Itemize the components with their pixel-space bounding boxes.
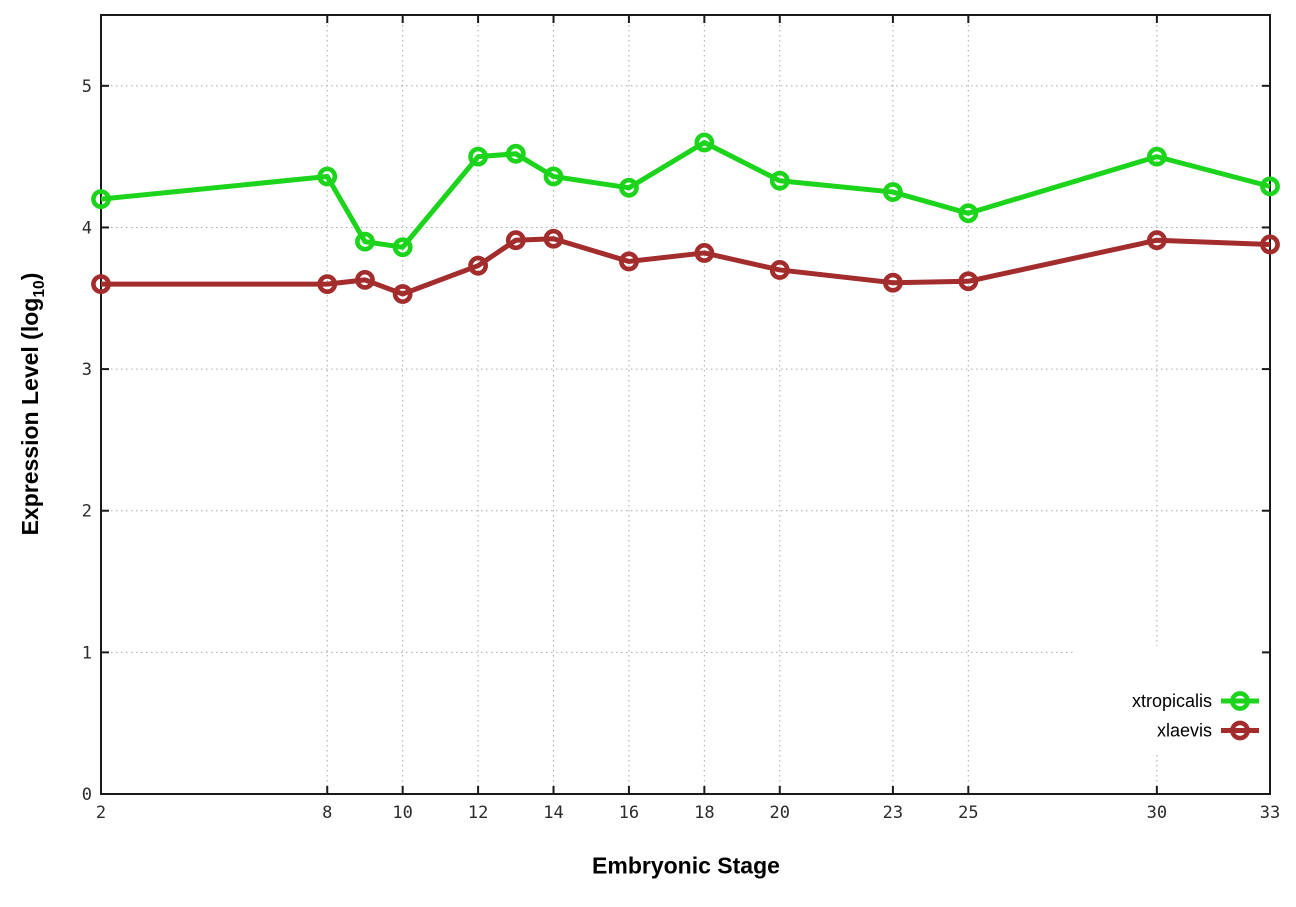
legend-marker-xtropicalis xyxy=(1230,691,1250,711)
data-point-xlaevis xyxy=(619,251,639,272)
data-point-xtropicalis xyxy=(505,143,526,164)
data-point-xlaevis xyxy=(543,228,564,249)
data-point-xlaevis xyxy=(1260,234,1280,255)
x-tick-label: 2 xyxy=(96,803,106,823)
data-point-xlaevis xyxy=(958,271,979,292)
x-tick-label: 8 xyxy=(322,803,332,823)
y-tick-label: 5 xyxy=(82,77,92,97)
data-point-xtropicalis xyxy=(1146,146,1167,167)
x-tick-label: 30 xyxy=(1147,803,1167,823)
x-tick-label: 33 xyxy=(1260,803,1280,823)
plot-border xyxy=(100,14,1271,795)
x-axis-title: Embryonic Stage xyxy=(592,852,780,879)
series-line-xtropicalis xyxy=(100,139,1271,250)
data-point-xtropicalis xyxy=(883,182,903,202)
x-tick-label: 10 xyxy=(392,803,412,823)
x-tick-label: 23 xyxy=(883,803,903,823)
data-point-xlaevis xyxy=(1146,230,1167,251)
data-point-xlaevis xyxy=(468,255,488,276)
data-point-xtropicalis xyxy=(317,166,338,187)
x-tick-label: 20 xyxy=(770,803,790,823)
data-point-xtropicalis xyxy=(91,189,111,210)
data-point-xlaevis xyxy=(392,284,413,304)
x-tick-label: 18 xyxy=(694,803,714,823)
y-axis-title-subscript: 10 xyxy=(30,280,48,298)
y-tick-label: 0 xyxy=(82,785,92,805)
data-point-xtropicalis xyxy=(694,132,715,153)
y-tick-label: 4 xyxy=(82,218,92,238)
data-point-xtropicalis xyxy=(958,203,979,224)
data-point-xlaevis xyxy=(883,272,903,293)
data-point-xtropicalis xyxy=(355,231,375,252)
data-point-xtropicalis xyxy=(619,177,639,198)
data-point-xlaevis xyxy=(91,274,111,295)
x-tick-label: 12 xyxy=(468,803,488,823)
data-point-xlaevis xyxy=(694,243,715,263)
x-tick-label: 25 xyxy=(958,803,978,823)
data-point-xlaevis xyxy=(355,269,375,290)
y-axis-title-text: Expression Level (log xyxy=(17,297,44,536)
y-tick-label: 2 xyxy=(82,502,92,522)
data-point-xtropicalis xyxy=(392,237,413,258)
legend-label-xlaevis: xlaevis xyxy=(1157,721,1212,741)
x-tick-label: 16 xyxy=(619,803,639,823)
y-tick-label: 1 xyxy=(82,643,92,663)
y-tick-label: 3 xyxy=(82,360,92,380)
data-point-xtropicalis xyxy=(1260,176,1280,197)
data-point-xtropicalis xyxy=(468,146,488,167)
legend-label-xtropicalis: xtropicalis xyxy=(1132,691,1212,711)
series-line-xlaevis xyxy=(101,236,1271,297)
data-point-xlaevis xyxy=(505,230,526,251)
y-axis-title: Expression Level (log10) xyxy=(17,273,49,536)
data-point-xtropicalis xyxy=(769,170,790,191)
legend-marker-xlaevis xyxy=(1230,720,1250,741)
data-point-xtropicalis xyxy=(543,166,564,187)
y-axis-title-close: ) xyxy=(17,272,44,281)
data-point-xlaevis xyxy=(317,274,338,295)
x-tick-label: 14 xyxy=(543,803,563,823)
data-point-xlaevis xyxy=(769,260,790,280)
